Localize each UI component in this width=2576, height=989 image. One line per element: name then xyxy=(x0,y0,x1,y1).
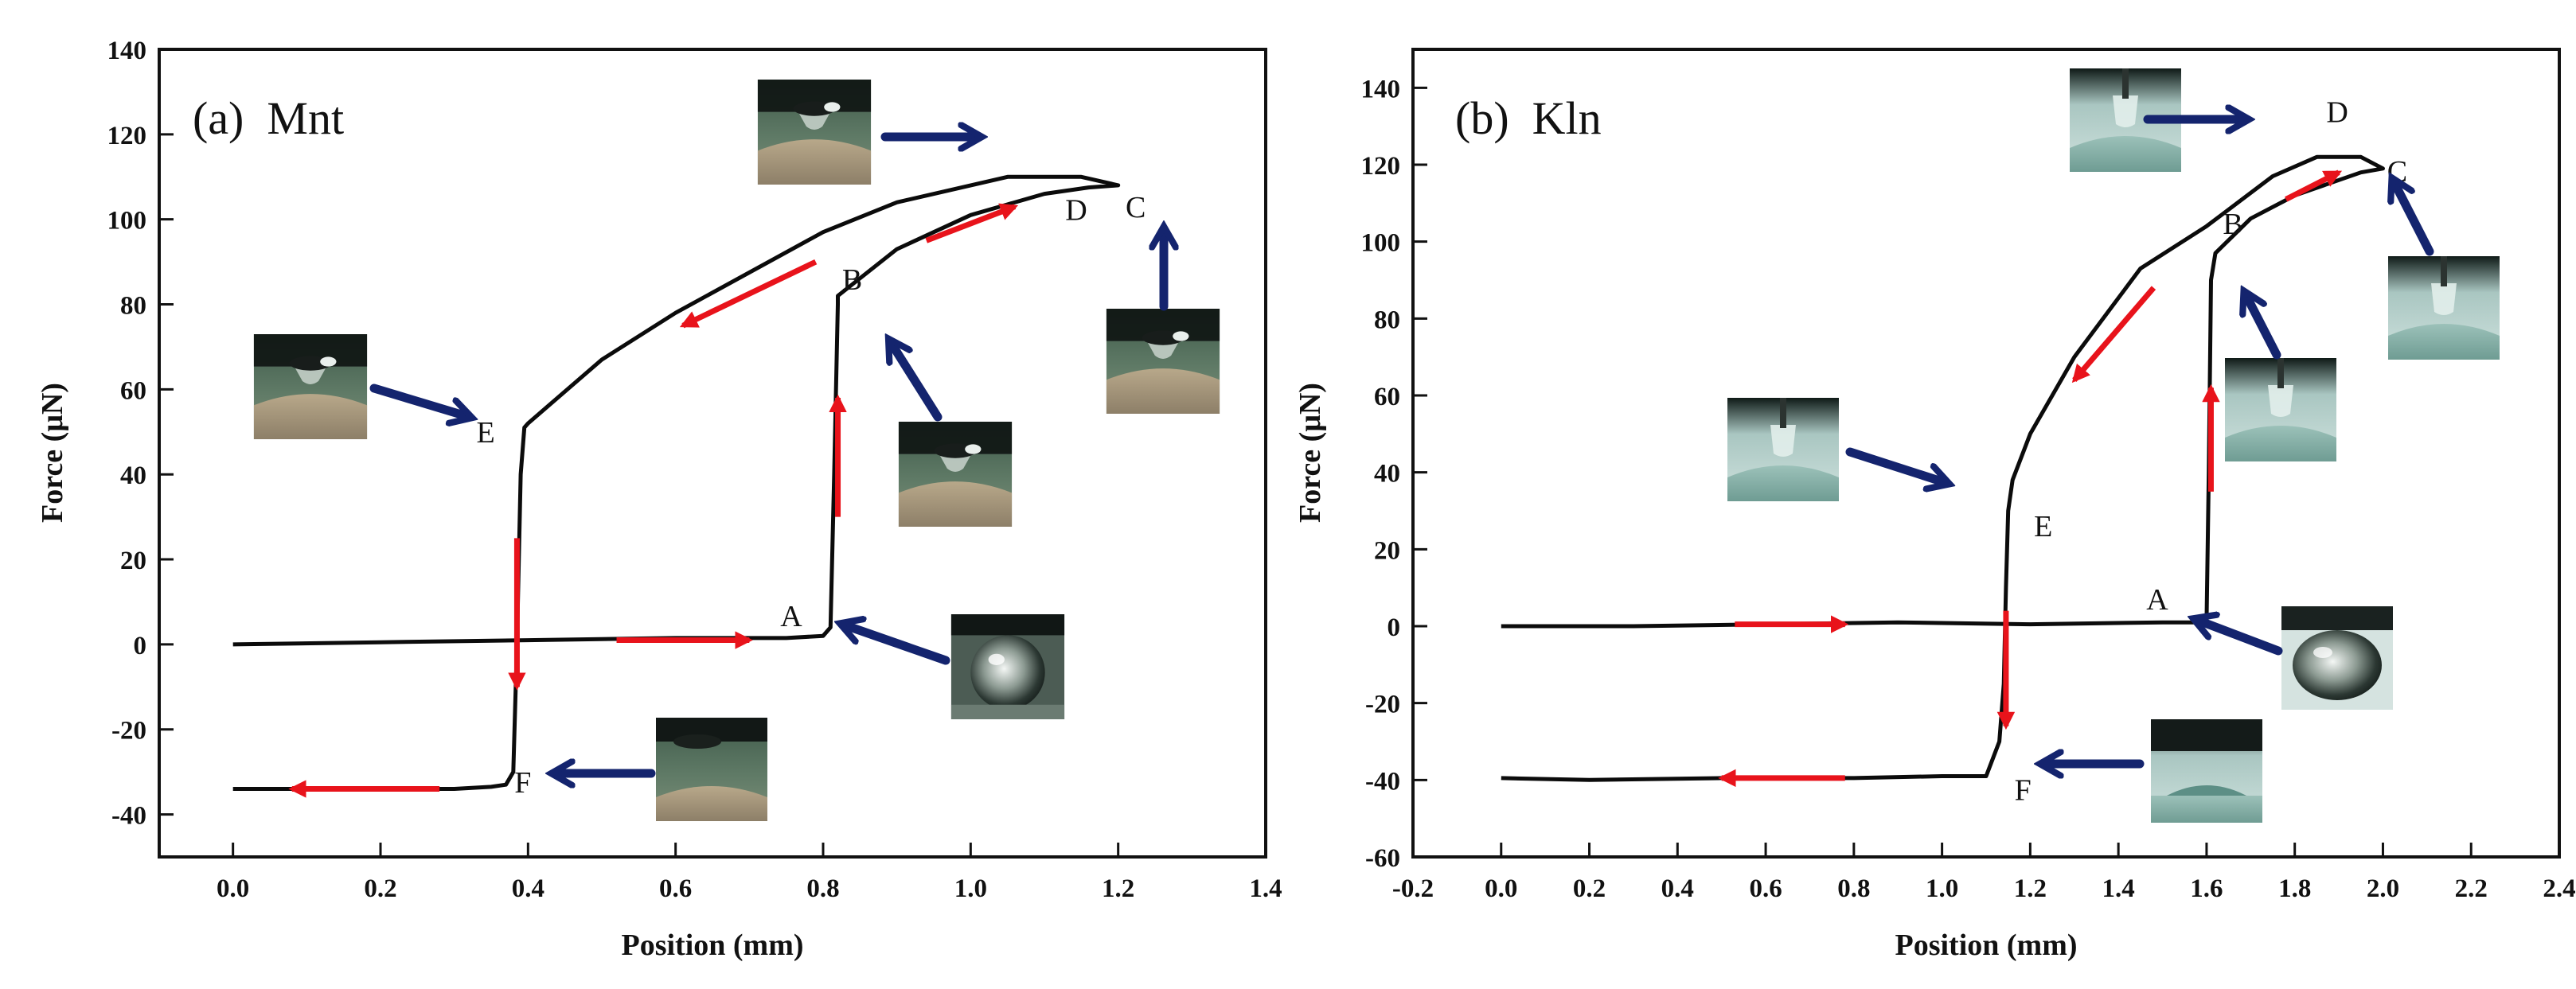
inset-a-c xyxy=(1106,309,1220,414)
x-tick-label: 0.2 xyxy=(364,874,396,903)
x-tick-label: 0.8 xyxy=(1837,874,1870,903)
y-tick-label: 60 xyxy=(120,376,146,405)
panel-a: 0.0 0.2 0.4 0.6 0.8 1.0 1.2 1.4 -40 -20 0 20 40 60 80 1… xyxy=(36,37,1282,962)
y-tick-label: 0 xyxy=(134,632,147,660)
panel-title-a: (a) Mnt xyxy=(193,92,344,144)
point-label-f: F xyxy=(2015,774,2032,808)
x-tick-label: 0.6 xyxy=(1749,874,1782,903)
x-tick-label: 0.6 xyxy=(659,874,692,903)
x-tick-label: 0.2 xyxy=(1573,874,1606,903)
y-tick-label: 60 xyxy=(1374,383,1400,411)
y-tick-label: 40 xyxy=(1374,460,1400,489)
y-tick-label: 80 xyxy=(1374,306,1400,334)
x-tick-label: 0.0 xyxy=(1485,874,1517,903)
pointer-arrow-a-b xyxy=(892,344,943,422)
y-tick-label: 120 xyxy=(107,122,147,150)
inset-b-c xyxy=(2388,256,2500,360)
x-tick-label: 0.4 xyxy=(512,874,544,903)
plot-area-a: 0.0 0.2 0.4 0.6 0.8 1.0 1.2 1.4 -40 -20 0 20 40 60 80 1… xyxy=(107,37,1282,903)
inset-b-f xyxy=(2151,719,2262,823)
point-label-d: D xyxy=(2326,95,2348,129)
point-label-b: B xyxy=(2223,208,2242,241)
series-line xyxy=(1501,154,2385,782)
ticks-a: 0.0 0.2 0.4 0.6 0.8 1.0 1.2 1.4 -40 -20 0 20 40 60 80 1… xyxy=(107,37,1282,903)
x-tick-label: 1.2 xyxy=(2014,874,2047,903)
pointer-arrow-a-a xyxy=(845,625,950,665)
point-labels-a: A B C D E F xyxy=(476,191,1146,800)
x-tick-label: 1.0 xyxy=(954,874,987,903)
point-label-a: A xyxy=(2146,583,2168,617)
y-tick-label: 80 xyxy=(120,292,146,321)
x-tick-label: -0.2 xyxy=(1392,874,1434,903)
curves-b xyxy=(1501,154,2385,782)
x-tick-label: 1.4 xyxy=(1249,874,1282,903)
y-tick-label: 140 xyxy=(107,37,147,65)
y-tick-label: 40 xyxy=(120,461,146,490)
y-axis-title-a: Force (μN) xyxy=(36,383,69,523)
panel-b: -0.2 0.0 0.2 0.4 0.6 0.8 1.0 1.2 1.4 1.6 1.8 2.0 2.2… xyxy=(1294,48,2576,962)
y-tick-label: 0 xyxy=(1388,613,1401,642)
x-axis-title-b: Position (mm) xyxy=(1895,929,2077,962)
inset-a-e xyxy=(253,334,368,439)
y-tick-label: 100 xyxy=(107,207,147,236)
direction-arrow xyxy=(925,203,1019,243)
x-tick-label: 1.0 xyxy=(1926,874,1958,903)
direction-arrows-a xyxy=(288,203,1019,798)
pointer-arrow-b-c xyxy=(2395,183,2434,256)
pointer-arrow-b-b xyxy=(2246,296,2281,360)
x-tick-label: 1.6 xyxy=(2190,874,2223,903)
x-axis-title-a: Position (mm) xyxy=(621,929,803,962)
pointer-arrow-b-e xyxy=(1845,447,1944,482)
x-tick-label: 2.4 xyxy=(2543,874,2575,903)
y-tick-label: -40 xyxy=(111,802,146,831)
inset-b-b xyxy=(2225,358,2336,461)
point-label-e: E xyxy=(476,416,494,450)
inset-a-b xyxy=(898,422,1013,527)
point-label-d: D xyxy=(1065,193,1087,227)
y-tick-label: -20 xyxy=(1365,691,1400,719)
inset-a-d xyxy=(757,80,872,185)
plot-area-b: -0.2 0.0 0.2 0.4 0.6 0.8 1.0 1.2 1.4 1.6 1.8 2.0 2.2… xyxy=(1361,48,2576,903)
pointer-arrow-a-e xyxy=(369,384,466,416)
plot-frame-b xyxy=(1411,48,2561,859)
x-tick-label: 2.2 xyxy=(2455,874,2488,903)
y-tick-label: 120 xyxy=(1361,152,1401,181)
ticks-b: -0.2 0.0 0.2 0.4 0.6 0.8 1.0 1.2 1.4 1.6 1.8 2.0 2.2… xyxy=(1361,75,2576,903)
y-tick-label: -40 xyxy=(1365,767,1400,796)
direction-arrow xyxy=(679,259,818,329)
inset-a-a xyxy=(950,614,1065,719)
x-tick-label: 1.4 xyxy=(2102,874,2135,903)
direction-arrows-b xyxy=(1718,169,2343,788)
plot-frame-a xyxy=(158,48,1267,859)
curves-a xyxy=(232,174,1121,791)
y-tick-label: -60 xyxy=(1365,844,1400,873)
inset-a-f xyxy=(656,718,767,821)
y-tick-label: 100 xyxy=(1361,229,1401,258)
point-label-c: C xyxy=(1126,191,1146,224)
point-label-a: A xyxy=(780,600,802,633)
inset-b-a xyxy=(2281,606,2393,710)
x-tick-label: 0.8 xyxy=(806,874,839,903)
x-tick-label: 1.8 xyxy=(2278,874,2311,903)
direction-arrow xyxy=(2285,169,2343,202)
y-tick-label: -20 xyxy=(111,717,146,746)
y-tick-label: 20 xyxy=(1374,536,1400,565)
point-label-f: F xyxy=(514,766,531,800)
x-tick-label: 2.0 xyxy=(2367,874,2399,903)
point-label-b: B xyxy=(842,263,862,297)
x-tick-label: 1.2 xyxy=(1102,874,1134,903)
point-label-e: E xyxy=(2034,510,2052,543)
y-tick-label: 140 xyxy=(1361,75,1401,103)
pointer-arrow-b-a xyxy=(2199,621,2283,656)
y-tick-label: 20 xyxy=(120,547,146,575)
direction-arrow xyxy=(2071,286,2156,384)
x-tick-label: 0.4 xyxy=(1661,874,1694,903)
panel-title-b: (b) Kln xyxy=(1455,92,1602,144)
series-line xyxy=(232,174,1121,791)
x-tick-label: 0.0 xyxy=(217,874,249,903)
inset-b-e xyxy=(1727,398,1839,501)
y-axis-title-b: Force (μN) xyxy=(1294,383,1327,523)
